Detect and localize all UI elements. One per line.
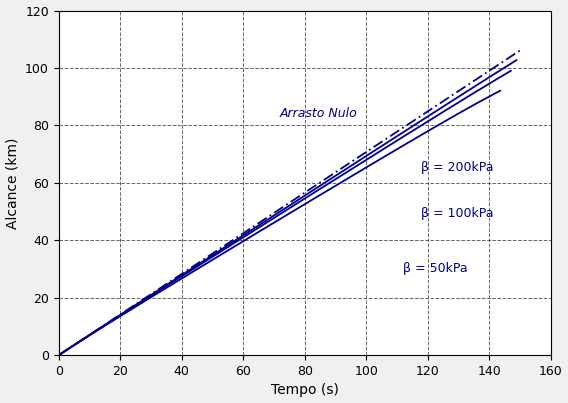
Y-axis label: Alcance (km): Alcance (km) bbox=[6, 137, 19, 229]
X-axis label: Tempo (s): Tempo (s) bbox=[271, 383, 339, 397]
Text: β = 200kPa: β = 200kPa bbox=[421, 161, 494, 174]
Text: β = 50kPa: β = 50kPa bbox=[403, 262, 467, 275]
Text: β = 100kPa: β = 100kPa bbox=[421, 207, 494, 220]
Text: Arrasto Nulo: Arrasto Nulo bbox=[280, 107, 358, 120]
